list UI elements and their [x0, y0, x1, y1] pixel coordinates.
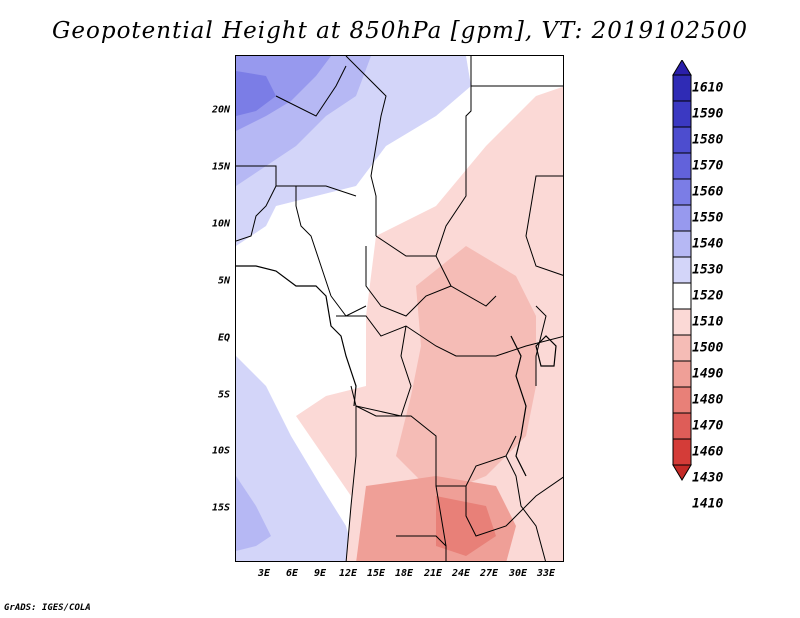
- colorbar-label-1530: 1530: [692, 262, 724, 278]
- colorbar-segment: [672, 74, 692, 102]
- colorbar-label-1520: 1520: [692, 288, 724, 304]
- lat-label-5s: 5S: [217, 389, 230, 401]
- lon-label-24e: 24E: [451, 568, 471, 579]
- lon-label-15e: 15E: [366, 568, 386, 579]
- lon-label-21e: 21E: [423, 568, 443, 579]
- colorbar-segment: [672, 386, 692, 414]
- map-plot-area: [235, 55, 564, 562]
- contour-fill-1490: [396, 246, 536, 496]
- lat-label-eq: EQ: [217, 332, 230, 344]
- colorbar-label-1610: 1610: [692, 80, 724, 96]
- contour-fill-1530-south: [236, 476, 271, 551]
- colorbar-segment: [672, 334, 692, 362]
- country-borders: [236, 56, 563, 561]
- lon-label-27e: 27E: [479, 568, 499, 579]
- map-title: Geopotential Height at 850hPa [gpm], VT:…: [52, 18, 748, 44]
- colorbar-label-1480: 1480: [692, 392, 724, 408]
- lon-label-3e: 3E: [257, 568, 271, 579]
- colorbar-segment: [672, 256, 692, 284]
- colorbar-segment: [672, 152, 692, 180]
- credit-label: GrADS: IGES/COLA: [4, 603, 91, 613]
- colorbar-top-arrow: [672, 60, 692, 76]
- lon-label-18e: 18E: [394, 568, 414, 579]
- colorbar-label-1470: 1470: [692, 418, 724, 434]
- colorbar-label-1410: 1410: [692, 496, 724, 512]
- colorbar-label-1490: 1490: [692, 366, 724, 382]
- lat-label-10n: 10N: [211, 218, 230, 230]
- lat-label-10s: 10S: [211, 445, 230, 457]
- colorbar-segment: [672, 282, 692, 310]
- lat-label-20n: 20N: [211, 104, 230, 116]
- colorbar-label-1560: 1560: [692, 184, 724, 200]
- colorbar-label-1570: 1570: [692, 158, 724, 174]
- lon-label-6e: 6E: [285, 568, 299, 579]
- colorbar-label-1580: 1580: [692, 132, 724, 148]
- colorbar-label-1590: 1590: [692, 106, 724, 122]
- lon-label-33e: 33E: [536, 568, 556, 579]
- colorbar-segment: [672, 100, 692, 128]
- colorbar-label-1430: 1430: [692, 470, 724, 486]
- colorbar-label-1550: 1550: [692, 210, 724, 226]
- colorbar-segments: [672, 60, 692, 481]
- colorbar-segment: [672, 126, 692, 154]
- colorbar-segment: [672, 178, 692, 206]
- lat-label-5n: 5N: [217, 275, 230, 287]
- coastline: [236, 265, 557, 477]
- colorbar-segment: [672, 438, 692, 466]
- lon-label-9e: 9E: [313, 568, 327, 579]
- lat-label-15s: 15S: [211, 502, 230, 514]
- colorbar-bottom-arrow: [672, 464, 692, 481]
- geopotential-map: [236, 56, 563, 561]
- colorbar-segment: [672, 412, 692, 440]
- lon-label-12e: 12E: [338, 568, 358, 579]
- colorbar-segment: [672, 308, 692, 336]
- contour-fill-1470: [436, 496, 496, 556]
- contour-fill-1550: [236, 71, 276, 116]
- colorbar-label-1540: 1540: [692, 236, 724, 252]
- colorbar: [672, 60, 692, 481]
- contour-fill-1520-south: [236, 356, 356, 561]
- lat-label-15n: 15N: [211, 161, 230, 173]
- colorbar-label-1500: 1500: [692, 340, 724, 356]
- colorbar-segment: [672, 230, 692, 258]
- colorbar-label-1510: 1510: [692, 314, 724, 330]
- colorbar-segment: [672, 204, 692, 232]
- colorbar-label-1460: 1460: [692, 444, 724, 460]
- lon-label-30e: 30E: [508, 568, 528, 579]
- contour-fill-1540: [236, 56, 331, 131]
- colorbar-segment: [672, 360, 692, 388]
